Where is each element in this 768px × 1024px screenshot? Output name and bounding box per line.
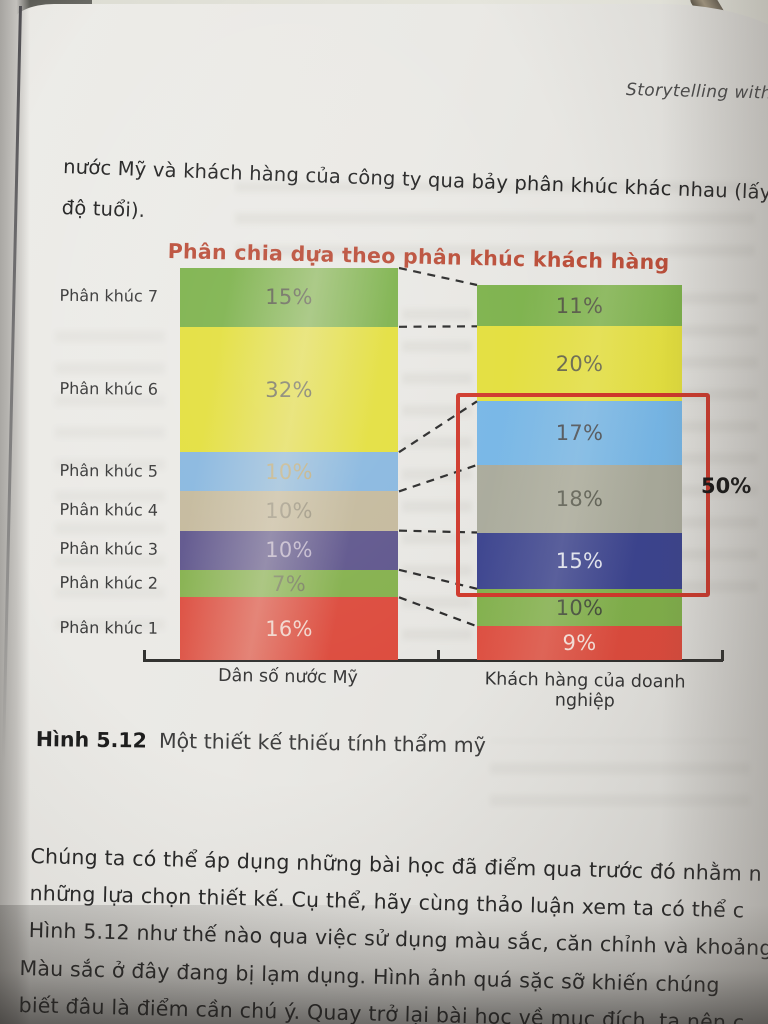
bar-segment-left-2: 7% (180, 569, 398, 598)
segment-value-label: 18% (555, 486, 604, 511)
highlight-label: 50% (701, 474, 752, 498)
connector-line (398, 596, 478, 628)
connector-line (398, 529, 478, 534)
body-paragraph-1: Chúng ta có thể áp dụng những bài học đã… (28, 838, 768, 967)
x-axis-line (143, 659, 723, 662)
bar-segment-right-7: 11% (477, 285, 682, 327)
figure-caption-text: Một thiết kế thiếu tính thẩm mỹ (158, 728, 487, 758)
segment-value-label: 10% (555, 595, 604, 620)
segment-value-label: 11% (555, 293, 604, 318)
bar-segment-left-3: 10% (180, 530, 398, 570)
segment-value-label: 32% (265, 377, 313, 402)
segment-value-label: 9% (562, 631, 597, 656)
connector-line (398, 400, 478, 454)
bar-segment-right-6: 20% (477, 326, 682, 402)
bar-segment-left-4: 10% (180, 491, 398, 531)
axis-tick (721, 650, 724, 661)
segment-value-label: 15% (555, 548, 604, 573)
segment-value-label: 10% (265, 459, 313, 484)
bar-segment-left-1: 16% (180, 597, 398, 660)
bar-segment-left-7: 15% (180, 268, 398, 327)
bar-segment-left-6: 32% (180, 326, 398, 453)
bar-segment-left-5: 10% (180, 452, 398, 492)
connector-line (398, 266, 478, 287)
segment-value-label: 16% (265, 616, 313, 641)
bleed-smudge (235, 182, 755, 256)
bleed-smudge (55, 310, 165, 630)
axis-tick (143, 650, 146, 661)
bar-segment-right-3: 15% (477, 532, 682, 589)
bar-segment-right-5: 17% (477, 401, 682, 465)
segment-value-label: 17% (555, 421, 604, 446)
axis-tick (437, 650, 440, 661)
highlight-box (456, 393, 710, 597)
figure-number: Hình 5.12 (35, 727, 148, 753)
segment-value-label: 7% (272, 571, 306, 596)
segment-value-label: 15% (265, 285, 313, 310)
bar-segment-right-1: 9% (477, 626, 682, 660)
connector-line (398, 325, 478, 328)
bleed-smudge (490, 740, 750, 806)
bar-segment-right-4: 18% (477, 465, 682, 533)
segment-value-label: 10% (265, 499, 313, 524)
segment-value-label: 20% (555, 351, 604, 376)
segment-value-label: 10% (265, 538, 313, 563)
